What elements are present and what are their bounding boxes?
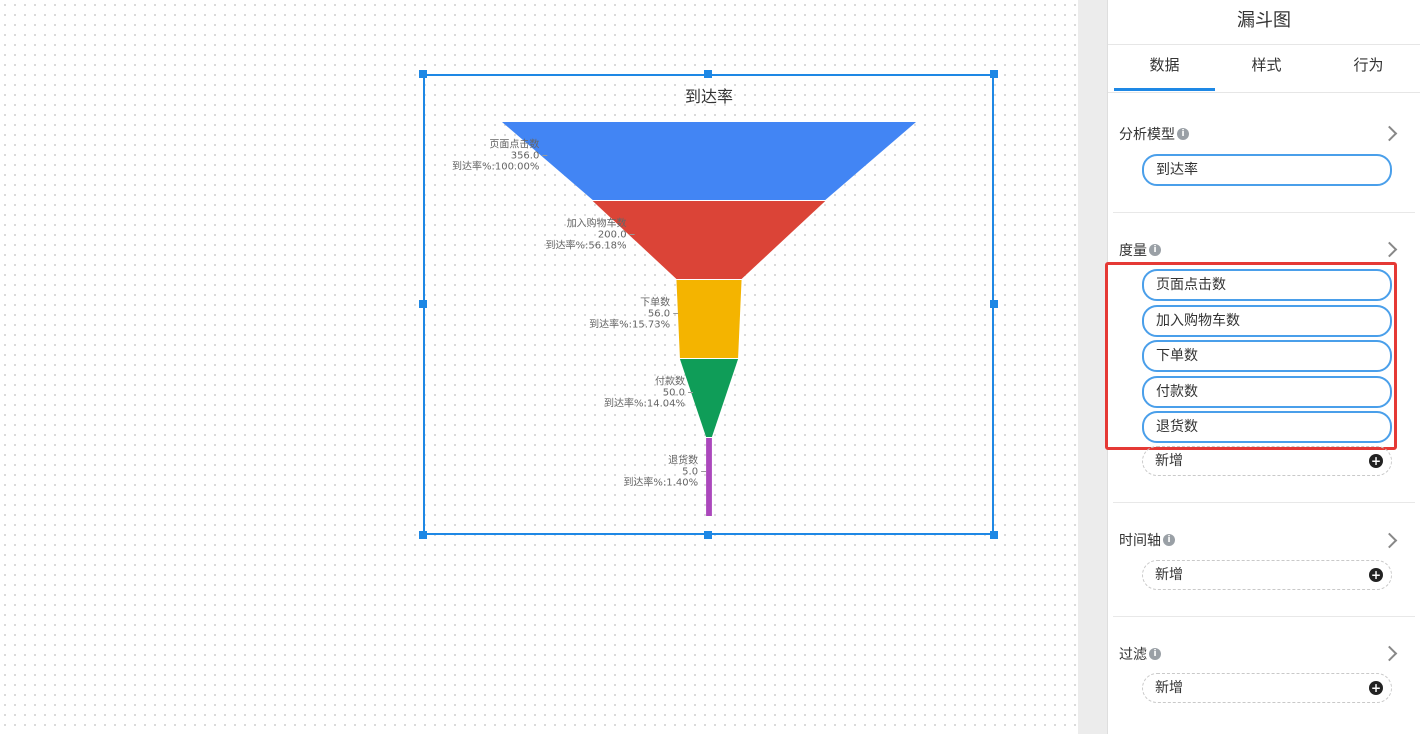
funnel-label-name: 下单数 (640, 296, 670, 309)
timeline-section-label: 时间轴 i (1119, 530, 1175, 550)
measures-section-label: 度量 i (1119, 240, 1161, 260)
add-filter-label: 新增 (1155, 680, 1183, 696)
chevron-right-icon[interactable] (1381, 645, 1398, 662)
measure-pill[interactable]: 付款数 (1142, 376, 1392, 408)
plus-icon: + (1369, 454, 1383, 468)
design-canvas[interactable]: 到达率 页面点击数 356.0 到达率%:100.00% 加入购物车数 200.0 到达率… (0, 0, 1078, 734)
resize-handle-ne[interactable] (990, 70, 998, 78)
divider (1113, 212, 1415, 213)
plus-icon: + (1369, 681, 1383, 695)
timeline-label-text: 时间轴 (1119, 533, 1161, 549)
funnel-label-value: 50.0 (663, 388, 685, 399)
funnel-segment[interactable] (592, 201, 826, 279)
measure-pill[interactable]: 加入购物车数 (1142, 305, 1392, 337)
filter-section-label: 过滤 i (1119, 644, 1161, 664)
funnel-segment[interactable] (676, 280, 742, 358)
funnel-label-rate: 到达率%:1.40% (623, 476, 698, 489)
tab-data[interactable]: 数据 (1114, 45, 1215, 91)
info-icon[interactable]: i (1149, 648, 1161, 660)
tab-style[interactable]: 样式 (1251, 56, 1282, 74)
funnel-label-value: 56.0 (648, 309, 670, 320)
panel-title: 漏斗图 (1237, 10, 1291, 31)
funnel-label-rate: 到达率%:14.04% (604, 397, 685, 410)
panel-splitter[interactable] (1078, 0, 1108, 734)
funnel-chart-widget[interactable]: 到达率 页面点击数 356.0 到达率%:100.00% 加入购物车数 200.0 到达率… (423, 74, 994, 535)
funnel-label-value: 200.0 (598, 230, 627, 241)
chevron-right-icon[interactable] (1381, 241, 1398, 258)
info-icon[interactable]: i (1163, 534, 1175, 546)
model-section-label: 分析模型 i (1119, 124, 1189, 144)
measure-pill[interactable]: 页面点击数 (1142, 269, 1392, 301)
funnel-label-value: 356.0 (511, 151, 540, 162)
funnel-label-rate: 到达率%:56.18% (546, 239, 627, 252)
resize-handle-w[interactable] (419, 300, 427, 308)
funnel-segment[interactable] (502, 122, 916, 200)
funnel-label-name: 退货数 (668, 454, 698, 467)
funnel-label-name: 页面点击数 (489, 138, 539, 151)
add-filter-button[interactable]: 新增 + (1142, 673, 1392, 703)
add-timeline-label: 新增 (1155, 567, 1183, 583)
resize-handle-e[interactable] (990, 300, 998, 308)
tab-behavior[interactable]: 行为 (1353, 56, 1384, 74)
properties-panel: 漏斗图 数据 样式 行为 分析模型 i 到达率 度量 i 页面点击数 加入购物车… (1105, 0, 1420, 734)
resize-handle-se[interactable] (990, 531, 998, 539)
measure-pill[interactable]: 退货数 (1142, 411, 1392, 443)
funnel-segment[interactable] (706, 438, 712, 516)
funnel-label-rate: 到达率%:15.73% (589, 318, 670, 331)
chevron-right-icon[interactable] (1381, 532, 1398, 549)
divider (1113, 616, 1415, 617)
filter-label-text: 过滤 (1119, 647, 1147, 663)
measures-highlight-box (1105, 262, 1397, 450)
plus-icon: + (1369, 568, 1383, 582)
resize-handle-nw[interactable] (419, 70, 427, 78)
funnel-label-name: 付款数 (655, 375, 685, 388)
resize-handle-s[interactable] (704, 531, 712, 539)
chart-title: 到达率 (685, 87, 733, 106)
add-measure-label: 新增 (1155, 453, 1183, 469)
funnel-label-rate: 到达率%:100.00% (452, 160, 539, 173)
info-icon[interactable]: i (1149, 244, 1161, 256)
funnel-label-name: 加入购物车数 (567, 217, 627, 230)
model-label-text: 分析模型 (1119, 127, 1175, 143)
model-value-pill[interactable]: 到达率 (1142, 154, 1392, 186)
add-measure-button[interactable]: 新增 + (1142, 446, 1392, 476)
divider (1113, 502, 1415, 503)
funnel-segment[interactable] (679, 359, 739, 437)
funnel-label-value: 5.0 (682, 467, 698, 478)
resize-handle-n[interactable] (704, 70, 712, 78)
info-icon[interactable]: i (1177, 128, 1189, 140)
funnel-chart: 到达率 页面点击数356.0到达率%:100.00%加入购物车数200.0到达率… (452, 87, 916, 516)
panel-tabs: 数据 样式 行为 (1108, 44, 1420, 93)
resize-handle-sw[interactable] (419, 531, 427, 539)
measure-pill[interactable]: 下单数 (1142, 340, 1392, 372)
measures-label-text: 度量 (1119, 243, 1147, 259)
add-timeline-button[interactable]: 新增 + (1142, 560, 1392, 590)
chevron-right-icon[interactable] (1381, 125, 1398, 142)
